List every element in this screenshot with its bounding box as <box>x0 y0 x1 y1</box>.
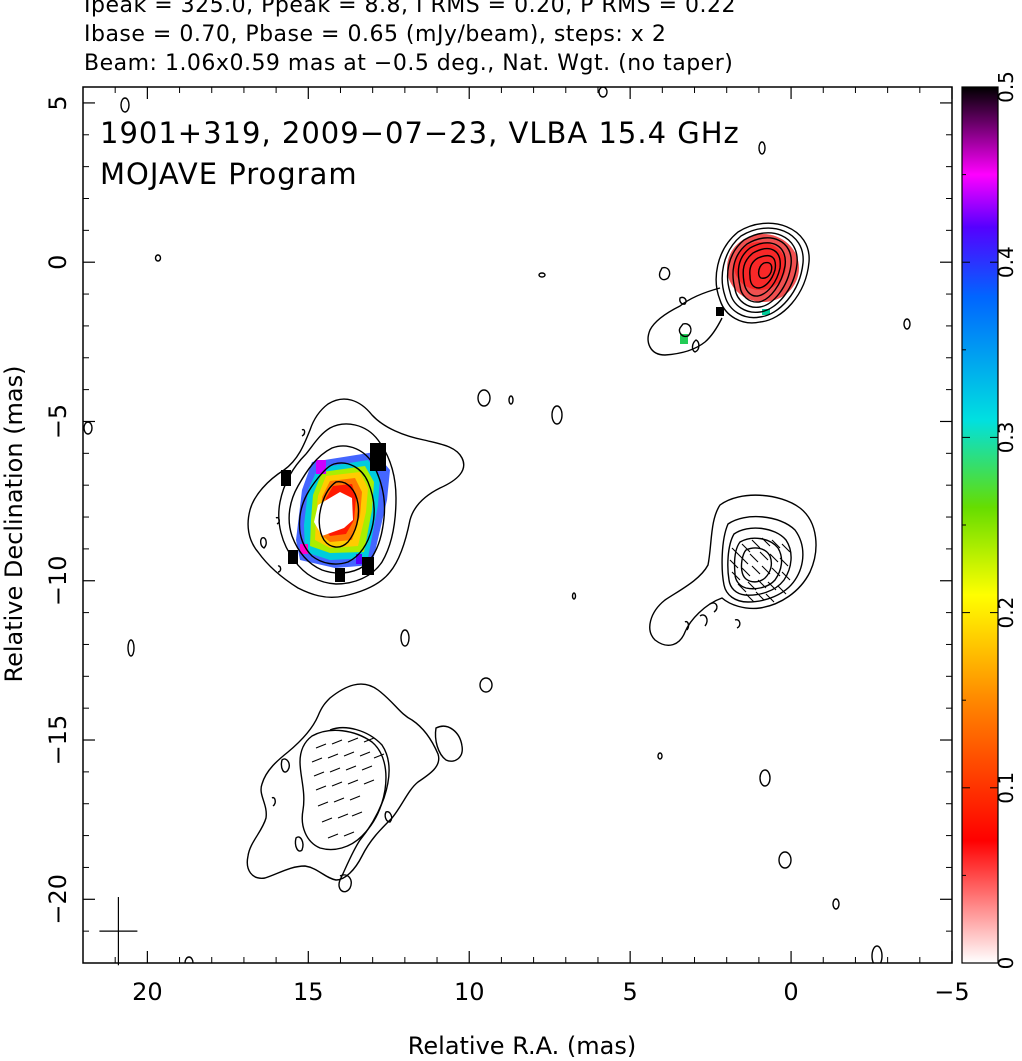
colorbar-tick-label: 0 <box>994 957 1018 970</box>
colorbar <box>962 87 998 963</box>
colorbar-axis: 0 0.1 0.2 0.3 0.4 0.5 <box>962 71 1018 969</box>
y-axis-label: Relative Declination (mas) <box>0 365 28 682</box>
panel-title: 1901+319, 2009−07−23, VLBA 15.4 GHz <box>100 116 740 150</box>
contour-layer <box>83 87 911 963</box>
noise-contours <box>83 87 911 963</box>
x-tick-label: 15 <box>293 978 324 1006</box>
header-line-1: Ipeak = 325.0, Ppeak = 8.8, I RMS = 0.20… <box>84 0 736 18</box>
header-line-3: Beam: 1.06x0.59 mas at −0.5 deg., Nat. W… <box>84 51 734 76</box>
x-tick-label: 10 <box>454 978 485 1006</box>
y-tick-label: −15 <box>44 715 72 766</box>
y-axis: 5 0 −5 −10 −15 −20 <box>44 95 952 964</box>
x-tick-label: 0 <box>783 978 798 1006</box>
beam-marker <box>99 897 138 966</box>
pol-blob-core <box>680 234 799 344</box>
y-tick-label: 0 <box>44 255 72 270</box>
y-tick-label: 5 <box>44 95 72 110</box>
c1-contours <box>649 494 817 646</box>
y-tick-label: −5 <box>44 404 72 439</box>
y-tick-label: −10 <box>44 555 72 606</box>
c3-contours <box>246 683 463 893</box>
x-axis: 20 15 10 5 0 −5 <box>82 87 970 1006</box>
panel-subtitle: MOJAVE Program <box>100 157 358 191</box>
x-tick-label: 20 <box>132 978 163 1006</box>
colorbar-tick-label: 0.2 <box>994 597 1018 629</box>
y-tick-label: −20 <box>44 874 72 925</box>
c2-contours <box>247 398 465 598</box>
colorbar-tick-label: 0.5 <box>994 71 1018 103</box>
colorbar-tick-label: 0.1 <box>994 772 1018 804</box>
x-axis-label: Relative R.A. (mas) <box>408 1032 636 1060</box>
x-tick-label: 5 <box>623 978 638 1006</box>
x-tick-label: −5 <box>934 978 969 1006</box>
colorbar-tick-label: 0.4 <box>994 246 1018 278</box>
header-line-2: Ibase = 0.70, Pbase = 0.65 (mJy/beam), s… <box>84 22 667 47</box>
pol-blob-c2 <box>281 443 390 582</box>
plot-frame <box>82 86 953 964</box>
evpa-vectors <box>311 537 791 839</box>
polarization-map <box>281 234 799 582</box>
core-contours <box>647 222 810 356</box>
colorbar-tick-label: 0.3 <box>994 421 1018 453</box>
